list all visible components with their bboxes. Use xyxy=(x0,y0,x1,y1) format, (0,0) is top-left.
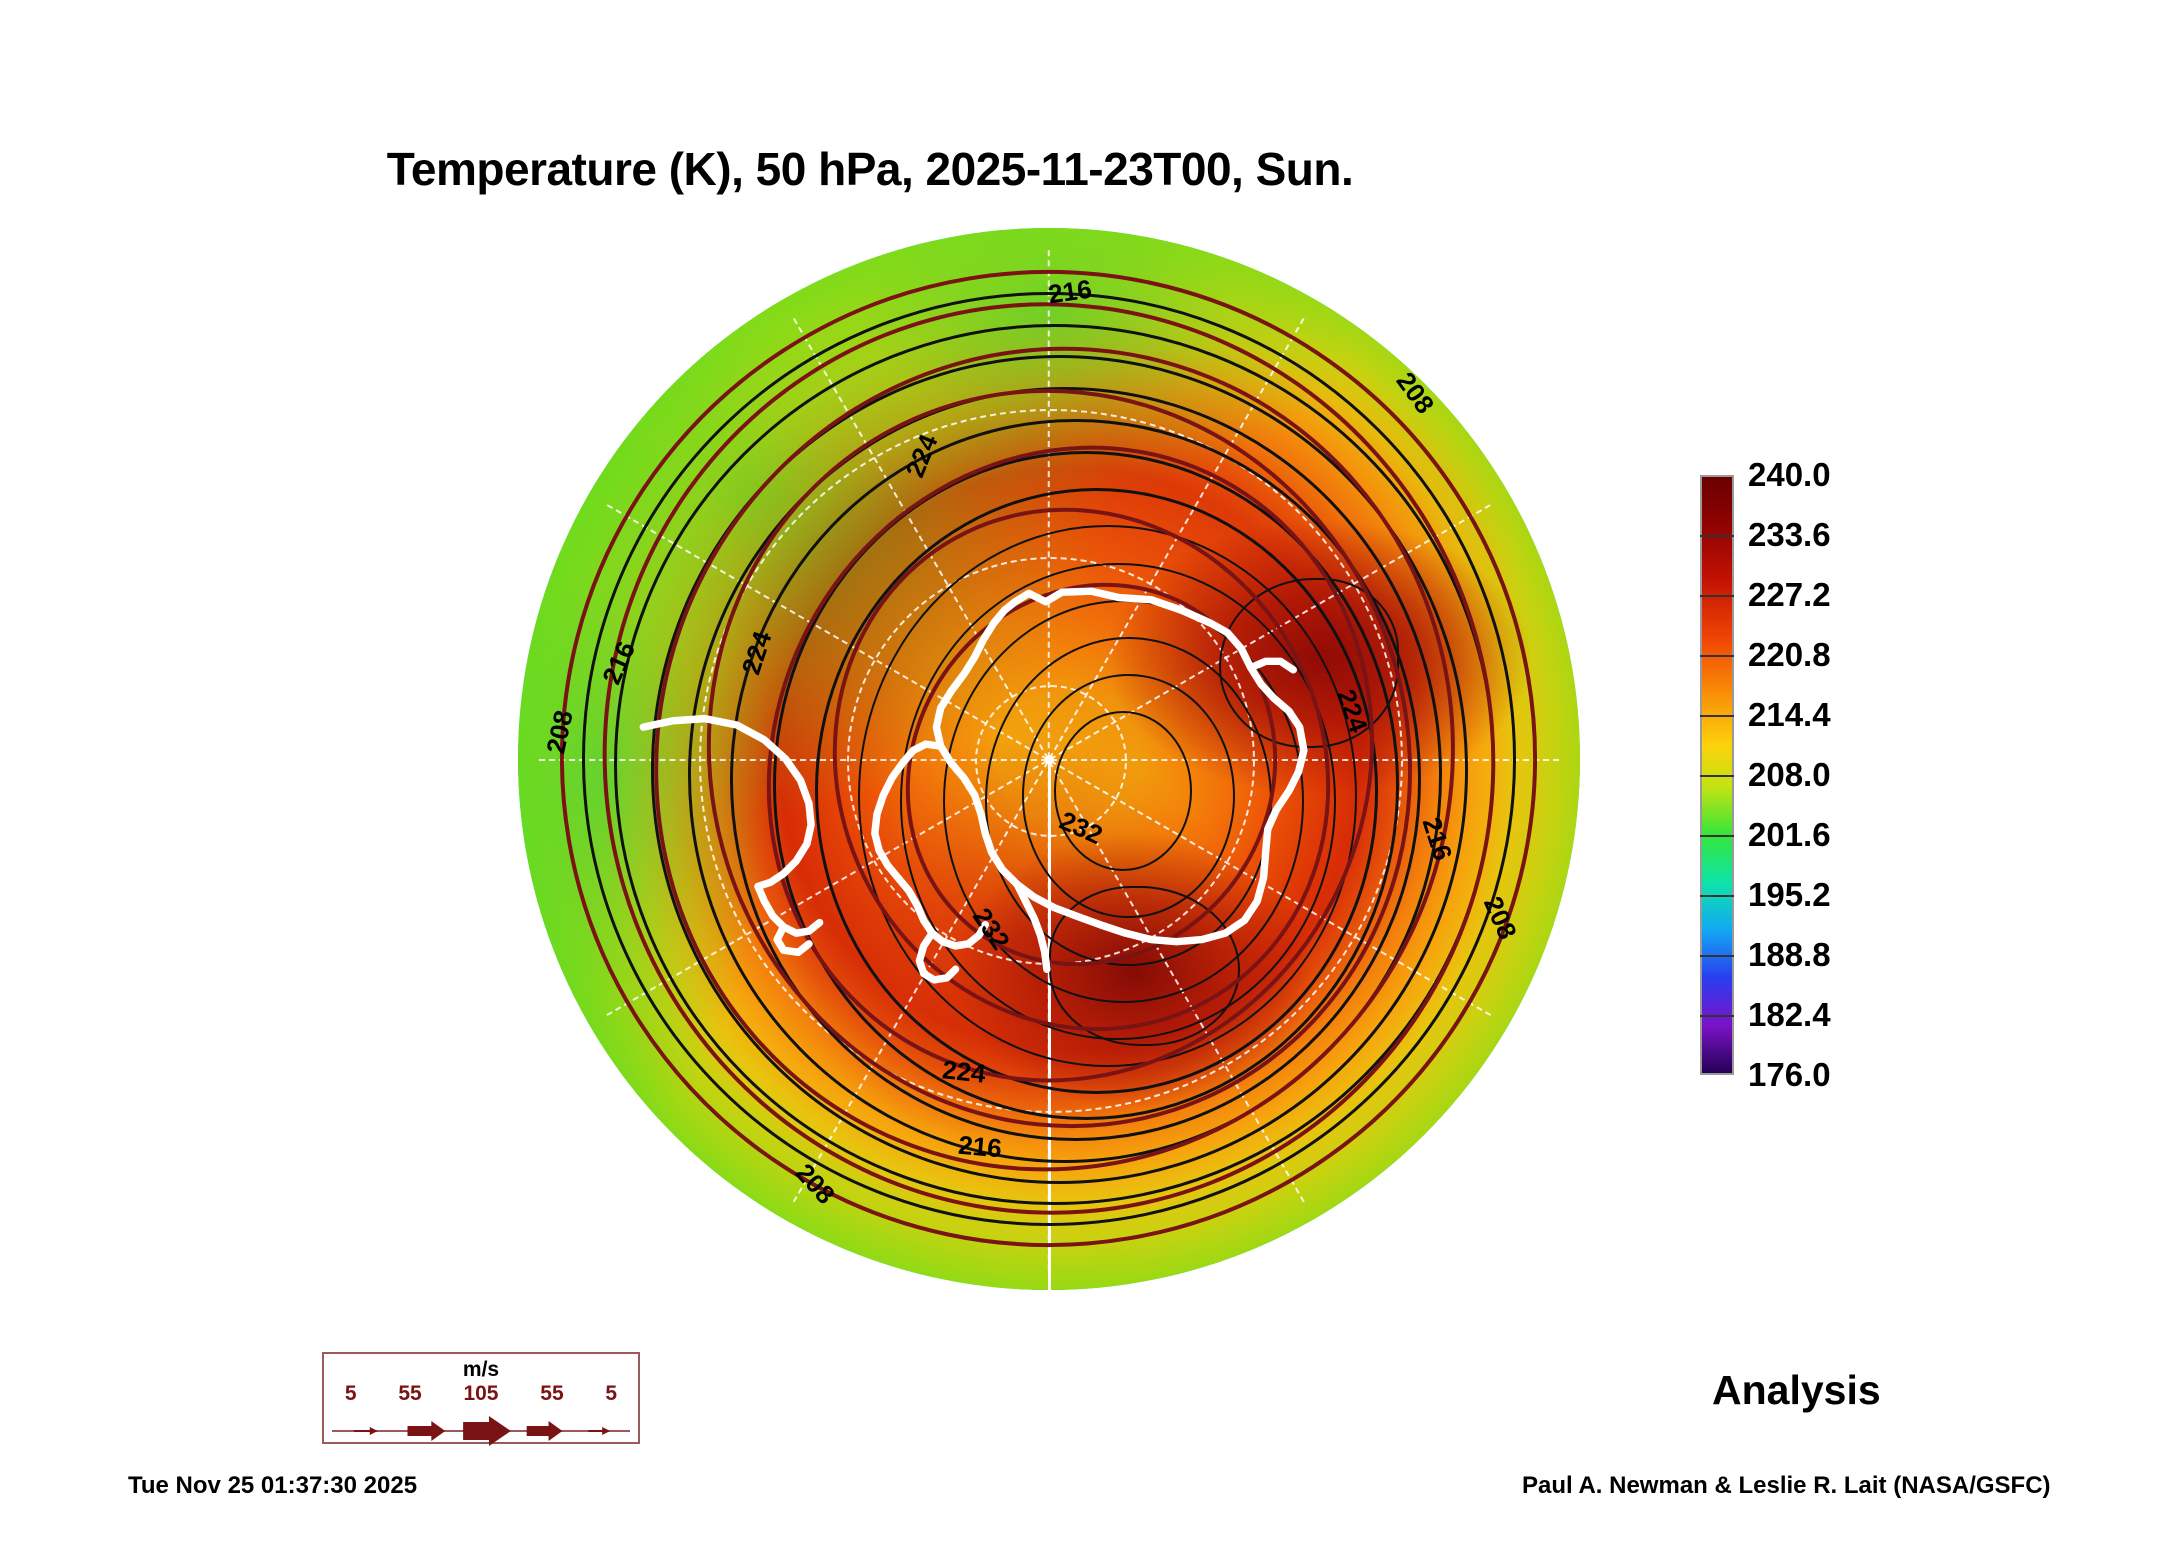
colorbar-tick-label: 208.0 xyxy=(1748,756,1831,793)
colorbar-tick: 201.6 xyxy=(1700,816,1831,853)
coastline-antarctica xyxy=(932,587,1308,946)
wind-legend-ticks: 5 55 105 55 5 xyxy=(324,1382,638,1406)
colorbar-tick-label: 233.6 xyxy=(1748,516,1831,553)
map-disk: 216 208 208 224 224 216 208 224 216 208 232 232 224 2… xyxy=(518,228,1580,1290)
contour-ring xyxy=(730,419,1421,1142)
contour-ring xyxy=(815,488,1379,1094)
contour-label: 224 xyxy=(940,1054,988,1089)
wind-legend-tick-label: 5 xyxy=(344,1382,357,1405)
colorbar-tick: 227.2 xyxy=(1700,576,1831,613)
contour-ring xyxy=(650,355,1469,1184)
wind-legend-tick-label: 105 xyxy=(463,1382,499,1405)
coastline-tierra-del-fuego xyxy=(773,923,813,957)
colorbar-tick: 240.0 xyxy=(1700,456,1831,493)
wind-legend-tick-label: 5 xyxy=(605,1382,618,1405)
colorbar-tick: 176.0 xyxy=(1700,1056,1831,1093)
colorbar-tick: 182.4 xyxy=(1700,996,1831,1033)
colorbar-tick: 220.8 xyxy=(1700,636,1831,673)
contour-ring xyxy=(1054,711,1193,871)
wind-speed-legend: m/s 5 55 105 55 5 xyxy=(322,1352,640,1446)
wind-legend-units: m/s xyxy=(462,1358,500,1381)
wind-legend-arrows xyxy=(332,1416,630,1446)
colorbar-tick-label: 176.0 xyxy=(1748,1056,1831,1093)
coastline-south-america-south xyxy=(754,882,824,937)
colorbar: 240.0 233.6 227.2 220.8 214.4 208.0 201.6 195.2… xyxy=(1700,456,2120,1095)
contour-ring xyxy=(613,323,1496,1206)
colorbar-tick-label: 188.8 xyxy=(1748,936,1831,973)
colorbar-tick-label: 220.8 xyxy=(1748,636,1831,673)
coastline-ross-embayment xyxy=(1013,880,1051,973)
colorbar-tick-label: 195.2 xyxy=(1748,876,1831,913)
colorbar-tick-label: 201.6 xyxy=(1748,816,1831,853)
contour-label: 216 xyxy=(957,1129,1003,1163)
colorbar-tick-label: 214.4 xyxy=(1748,696,1831,733)
generation-timestamp: Tue Nov 25 01:37:30 2025 xyxy=(128,1472,418,1499)
contour-ring xyxy=(687,387,1442,1163)
contour-ring xyxy=(772,451,1400,1121)
colorbar-tick-label: 182.4 xyxy=(1748,996,1831,1033)
polar-stereographic-map: 216 208 208 224 224 216 208 224 216 208 232 232 224 2… xyxy=(518,228,1580,1290)
author-credit: Paul A. Newman & Leslie R. Lait (NASA/GS… xyxy=(1522,1472,2051,1499)
coastline-antarctic-peninsula xyxy=(871,740,989,950)
wind-legend-tick-label: 55 xyxy=(540,1382,564,1405)
colorbar-tick: 195.2 xyxy=(1700,876,1831,913)
colorbar-tick: 214.4 xyxy=(1700,696,1831,733)
colorbar-tick: 233.6 xyxy=(1700,516,1831,553)
contour-ring xyxy=(857,525,1357,1067)
coastline-peninsula-tip xyxy=(915,929,960,984)
colorbar-tick-label: 227.2 xyxy=(1748,576,1831,613)
coastline-weddell-embayment xyxy=(1247,657,1297,674)
colorbar-tick: 188.8 xyxy=(1700,936,1831,973)
wind-legend-tick-label: 55 xyxy=(398,1382,422,1405)
contour-label: 216 xyxy=(1046,273,1094,310)
coastline-overlay xyxy=(639,587,1308,984)
colorbar-tick: 208.0 xyxy=(1700,756,1831,793)
contour-cell-east xyxy=(1218,578,1400,749)
analysis-label: Analysis xyxy=(1712,1367,1881,1413)
page-title: Temperature (K), 50 hPa, 2025-11-23T00, … xyxy=(386,143,1354,195)
wind-arrow-glyphs xyxy=(353,1416,611,1446)
colorbar-tick-label: 240.0 xyxy=(1748,456,1831,493)
contour-ring xyxy=(581,291,1517,1227)
coastline-south-america xyxy=(639,714,815,891)
